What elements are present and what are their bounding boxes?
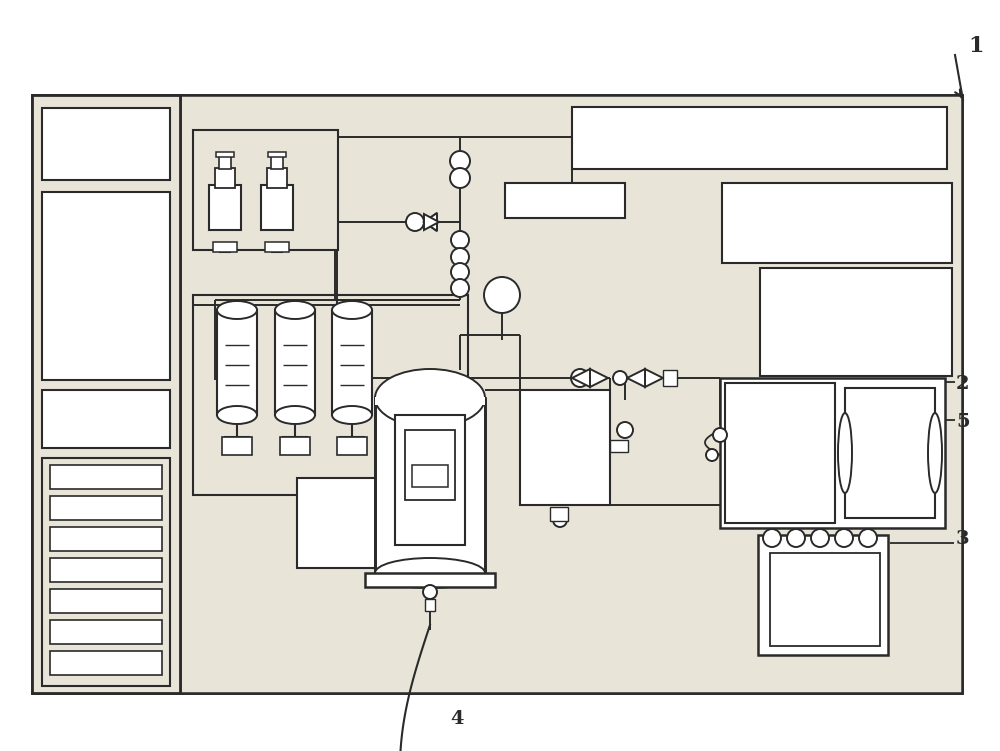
Circle shape [423, 585, 437, 599]
Ellipse shape [275, 406, 315, 424]
Circle shape [617, 422, 633, 438]
Bar [845, 388, 935, 518]
Bar [222, 437, 252, 455]
Circle shape [713, 428, 727, 442]
Circle shape [450, 168, 470, 188]
Ellipse shape [275, 301, 315, 319]
Bar [375, 397, 485, 405]
Circle shape [451, 263, 469, 281]
Circle shape [787, 529, 805, 547]
Bar [405, 430, 455, 500]
Bar [219, 155, 231, 169]
Text: 2: 2 [956, 375, 970, 393]
Bar [280, 437, 310, 455]
Ellipse shape [838, 413, 852, 493]
Circle shape [406, 213, 424, 231]
Bar [193, 295, 468, 495]
Bar [271, 155, 283, 169]
Bar [217, 310, 257, 415]
Bar [42, 390, 170, 448]
Bar [216, 152, 234, 157]
Polygon shape [590, 369, 608, 387]
Bar [365, 573, 495, 587]
Bar [758, 535, 888, 655]
Bar [265, 242, 289, 252]
Ellipse shape [217, 301, 257, 319]
Polygon shape [424, 214, 439, 230]
Text: 1: 1 [968, 35, 984, 57]
Circle shape [613, 371, 627, 385]
Text: 3: 3 [956, 530, 970, 548]
Bar [297, 478, 422, 568]
Bar [193, 130, 338, 250]
Bar [332, 310, 372, 415]
Circle shape [811, 529, 829, 547]
Bar [42, 108, 170, 180]
Bar [663, 370, 677, 386]
Bar [725, 383, 835, 523]
Bar [215, 168, 235, 188]
Circle shape [451, 248, 469, 266]
Ellipse shape [928, 413, 942, 493]
Circle shape [571, 369, 589, 387]
Bar [50, 465, 162, 489]
Bar [50, 558, 162, 582]
Bar [180, 95, 962, 693]
Bar [550, 507, 568, 521]
Polygon shape [424, 213, 437, 231]
Bar [42, 458, 170, 686]
Circle shape [859, 529, 877, 547]
Circle shape [451, 279, 469, 297]
Polygon shape [627, 369, 645, 387]
Bar [610, 440, 628, 452]
Polygon shape [424, 213, 437, 231]
Bar [760, 268, 952, 376]
Text: 5: 5 [956, 413, 970, 431]
Circle shape [835, 529, 853, 547]
Bar [50, 589, 162, 613]
Bar [720, 378, 945, 528]
Circle shape [553, 513, 567, 527]
Bar [50, 496, 162, 520]
Bar [412, 465, 448, 487]
Bar [520, 390, 610, 505]
Ellipse shape [217, 406, 257, 424]
Text: 4: 4 [450, 710, 464, 728]
Bar [32, 95, 180, 693]
Bar [32, 95, 962, 693]
Bar [572, 107, 947, 169]
Bar [50, 527, 162, 551]
Bar [337, 437, 367, 455]
Polygon shape [645, 369, 663, 387]
Bar [213, 242, 237, 252]
Ellipse shape [375, 558, 485, 588]
Bar [50, 651, 162, 675]
Circle shape [484, 277, 520, 313]
Circle shape [451, 231, 469, 249]
Bar [50, 620, 162, 644]
Bar [425, 599, 435, 611]
Bar [505, 183, 625, 218]
Bar [267, 168, 287, 188]
Ellipse shape [332, 301, 372, 319]
Bar [275, 310, 315, 415]
Bar [770, 553, 880, 646]
Bar [261, 185, 293, 230]
Bar [375, 398, 485, 573]
Circle shape [450, 151, 470, 171]
Polygon shape [572, 369, 590, 387]
Bar [209, 185, 241, 230]
Bar [395, 415, 465, 545]
Circle shape [763, 529, 781, 547]
Ellipse shape [375, 369, 485, 427]
Bar [42, 192, 170, 380]
Bar [268, 152, 286, 157]
Bar [722, 183, 952, 263]
Ellipse shape [332, 406, 372, 424]
Circle shape [706, 449, 718, 461]
